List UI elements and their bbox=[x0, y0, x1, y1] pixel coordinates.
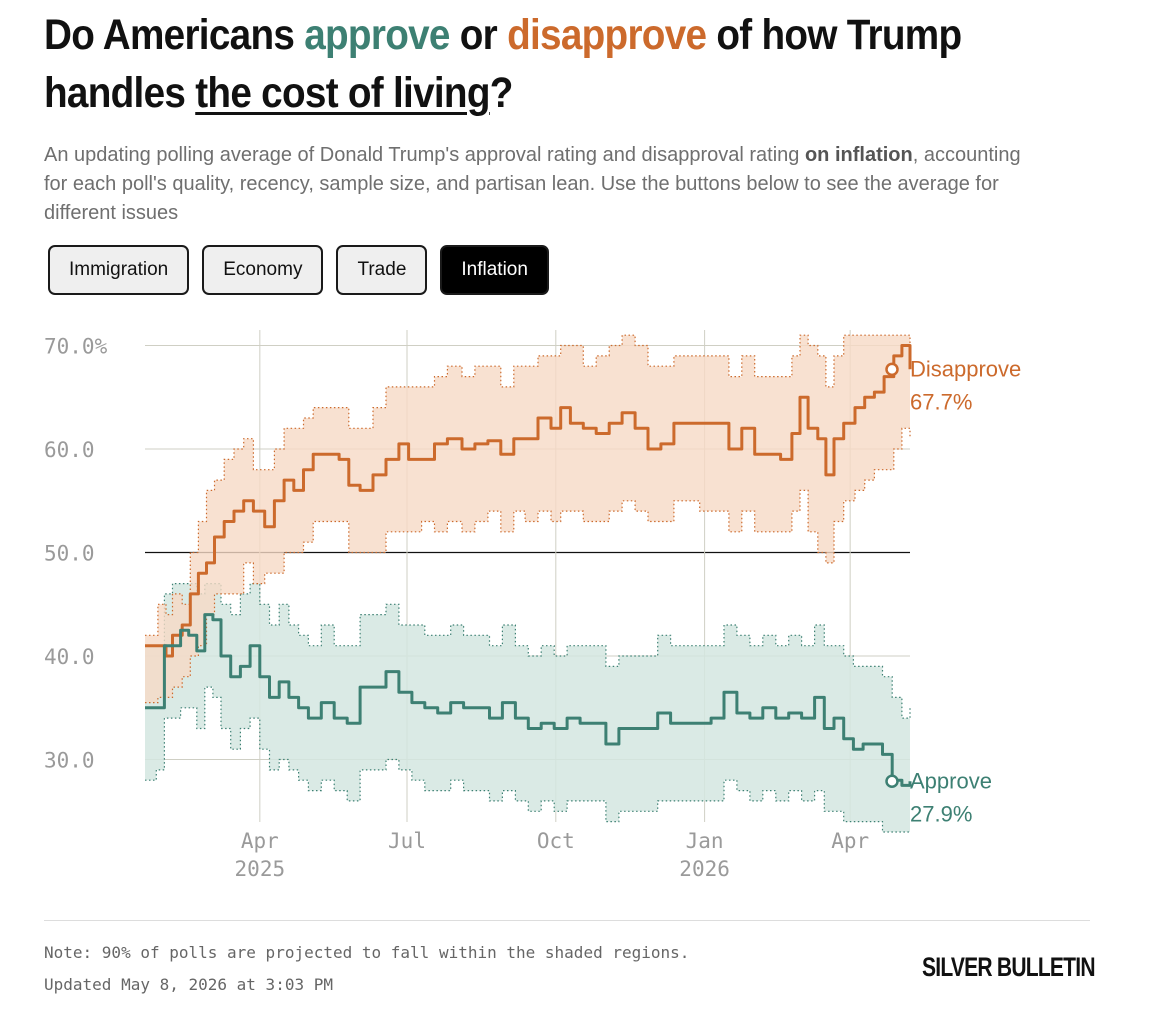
subtitle-topic: on inflation bbox=[804, 144, 913, 166]
x-tick-year-3: 2026 bbox=[679, 857, 730, 881]
x-tick-label-3: Jan bbox=[686, 829, 724, 853]
approve-end-label: Approve bbox=[910, 768, 992, 793]
approve-line bbox=[145, 613, 912, 787]
approve-band-lower bbox=[145, 686, 910, 833]
tab-inflation[interactable]: Inflation bbox=[440, 245, 549, 295]
x-tick-label-0: Apr bbox=[241, 829, 279, 853]
issue-tabs: Immigration Economy Trade Inflation bbox=[48, 245, 1104, 295]
y-tick-label-0: 70.0% bbox=[44, 335, 108, 359]
x-tick-label-1: Jul bbox=[388, 829, 426, 853]
header: Do Americans approve or disapprove of ho… bbox=[44, 0, 1104, 295]
tab-economy[interactable]: Economy bbox=[202, 245, 324, 295]
title-topic: the cost of living bbox=[195, 69, 490, 117]
x-tick-label-2: Oct bbox=[537, 829, 575, 853]
disapprove-end-marker bbox=[885, 362, 899, 377]
page-title: Do Americans approve or disapprove of ho… bbox=[44, 11, 962, 117]
approve-end-marker bbox=[885, 774, 899, 789]
approve-end-value: 27.9% bbox=[910, 801, 972, 826]
footnote: Note: 90% of polls are projected to fall… bbox=[44, 943, 690, 962]
disapprove-end-label: Disapprove bbox=[910, 356, 1021, 381]
updated-timestamp: Updated May 8, 2026 at 3:03 PM bbox=[44, 975, 333, 994]
approve-band bbox=[145, 583, 910, 832]
y-tick-label-2: 50.0 bbox=[44, 542, 95, 566]
y-tick-label-3: 40.0 bbox=[44, 645, 95, 669]
x-tick-label-4: Apr bbox=[831, 829, 869, 853]
y-tick-label-4: 30.0 bbox=[44, 749, 95, 773]
approve-band-upper bbox=[145, 583, 911, 719]
y-tick-label-1: 60.0 bbox=[44, 438, 95, 462]
tab-immigration[interactable]: Immigration bbox=[48, 245, 190, 295]
subtitle: An updating polling average of Donald Tr… bbox=[44, 144, 1021, 224]
tab-trade[interactable]: Trade bbox=[336, 245, 428, 295]
title-disapprove-word: disapprove bbox=[507, 11, 707, 59]
divider bbox=[44, 920, 1090, 921]
approval-chart: Disapprove 67.7% Approve 27.9% 70.0% 60.0 50.0… bbox=[44, 330, 1021, 881]
x-tick-year-0: 2025 bbox=[235, 857, 286, 881]
disapprove-band bbox=[145, 335, 910, 703]
disapprove-line bbox=[145, 344, 912, 658]
disapprove-end-value: 67.7% bbox=[910, 389, 972, 414]
title-approve-word: approve bbox=[304, 11, 450, 59]
brand-logo: SILVER BULLETIN bbox=[922, 952, 1096, 982]
